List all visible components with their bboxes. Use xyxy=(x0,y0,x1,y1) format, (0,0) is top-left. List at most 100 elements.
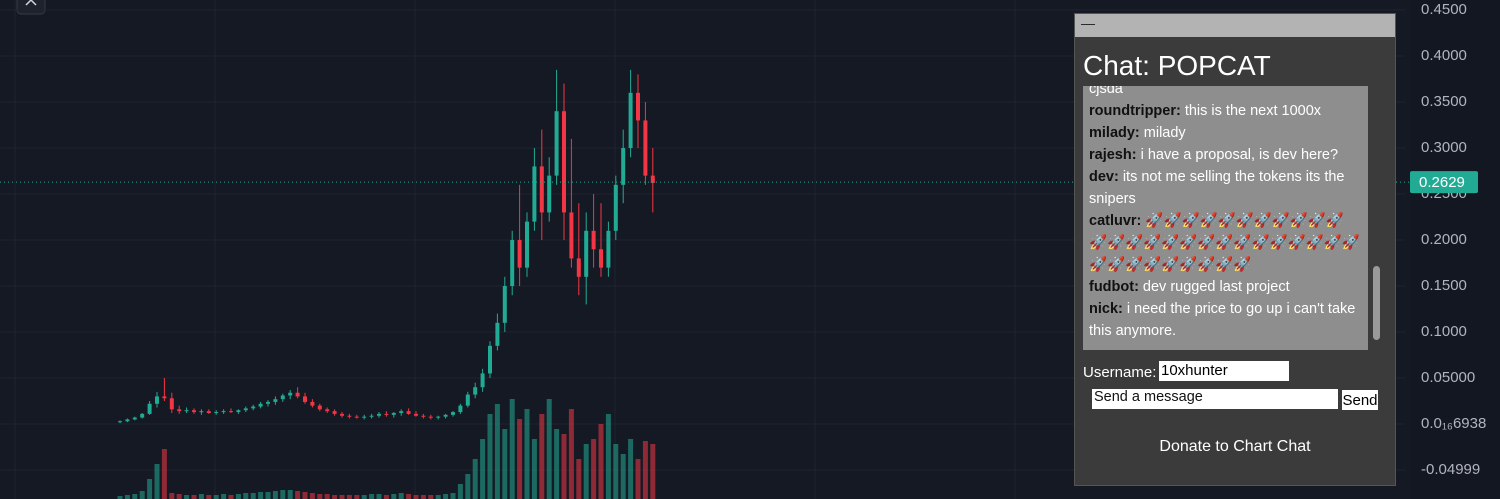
candle-body xyxy=(317,405,322,410)
candle-body xyxy=(377,413,381,416)
username-input[interactable]: 10xhunter xyxy=(1159,361,1289,381)
candle-body xyxy=(169,398,174,410)
volume-bar xyxy=(591,439,597,499)
candle-body xyxy=(591,230,596,250)
volume-bar xyxy=(465,474,471,499)
candle-body xyxy=(221,411,226,413)
volume-bar xyxy=(598,424,604,499)
candle-body xyxy=(517,240,522,268)
candle-body xyxy=(584,230,589,277)
volume-bar xyxy=(568,409,574,499)
chevron-icon xyxy=(25,0,37,6)
volume-bar xyxy=(613,444,619,499)
collapse-button[interactable] xyxy=(16,0,46,15)
candle-body xyxy=(347,415,352,417)
candle-body xyxy=(436,416,441,418)
candle-body xyxy=(362,416,367,418)
y-tick-label: 0.3000 xyxy=(1421,139,1467,156)
volume-bar xyxy=(147,479,153,499)
chat-message: roundtripper: this is the next 1000x xyxy=(1089,100,1361,122)
candle-body xyxy=(147,403,152,414)
candle-body xyxy=(266,401,270,404)
minimize-button[interactable]: — xyxy=(1081,15,1095,31)
volume-bar xyxy=(198,494,204,499)
candle-body xyxy=(214,412,219,414)
volume-bar xyxy=(406,494,412,499)
volume-bar xyxy=(243,493,249,499)
y-tick-label: -0.04999 xyxy=(1421,461,1480,478)
candle-body xyxy=(132,417,137,420)
candle-body xyxy=(295,392,300,397)
volume-bar xyxy=(546,399,552,499)
message-input[interactable]: Send a message xyxy=(1092,389,1338,409)
candle-body xyxy=(465,394,470,406)
volume-bar xyxy=(235,494,241,499)
candle-body xyxy=(636,92,640,121)
chat-message: milady: milady xyxy=(1089,122,1361,144)
message-text: i need the price to go up i can't take t… xyxy=(1089,301,1356,339)
volume-bar xyxy=(517,419,523,499)
message-text: its not me selling the tokens its the sn… xyxy=(1089,169,1345,207)
volume-bar xyxy=(191,495,197,499)
candle-body xyxy=(510,240,515,287)
candle-body xyxy=(391,412,396,415)
candle-body xyxy=(473,387,478,395)
volume-bar xyxy=(161,449,167,499)
candle-body xyxy=(562,111,566,213)
volume-bar xyxy=(176,494,182,499)
candle-body xyxy=(451,412,455,415)
volume-bar xyxy=(213,495,219,499)
volume-bar xyxy=(361,495,367,499)
chat-message: catluvr: 🚀🚀🚀🚀🚀🚀🚀🚀🚀🚀🚀🚀🚀🚀🚀🚀🚀🚀🚀🚀🚀🚀🚀🚀🚀🚀🚀🚀🚀🚀🚀🚀… xyxy=(1089,210,1361,276)
volume-bar xyxy=(635,459,641,499)
scroll-thumb[interactable] xyxy=(1373,266,1380,340)
volume-bar xyxy=(132,494,138,499)
message-text: i have a proposal, is dev here? xyxy=(1140,147,1339,163)
volume-bar xyxy=(228,495,234,499)
volume-bar xyxy=(332,495,338,499)
volume-bar xyxy=(494,404,500,499)
scrollbar[interactable] xyxy=(1370,86,1382,350)
candle-body xyxy=(303,396,307,402)
volume-bar xyxy=(450,493,456,499)
candle-body xyxy=(650,175,655,183)
message-text: dev rugged last project xyxy=(1142,279,1290,295)
candle-body xyxy=(554,111,559,176)
candle-body xyxy=(621,148,626,185)
send-button[interactable]: Send xyxy=(1342,390,1378,410)
candle-body xyxy=(118,421,122,423)
volume-bar xyxy=(561,434,567,499)
donate-button[interactable]: Donate to Chart Chat xyxy=(1159,438,1311,455)
volume-bar xyxy=(605,414,611,499)
volume-bar xyxy=(398,493,404,499)
volume-bar xyxy=(154,464,160,499)
message-text: milady xyxy=(1143,125,1186,141)
candle-body xyxy=(406,411,411,414)
volume-bar xyxy=(435,495,441,499)
candle-body xyxy=(236,410,241,413)
candle-body xyxy=(532,166,537,222)
volume-bar xyxy=(221,494,227,499)
volume-bar xyxy=(650,444,656,499)
candle-body xyxy=(140,413,145,418)
price-badge xyxy=(1410,171,1478,194)
volume-bar xyxy=(509,399,515,499)
volume-bar xyxy=(287,490,293,499)
message-user: roundtripper: xyxy=(1089,103,1181,119)
message-text: this is the next 1000x xyxy=(1184,103,1322,119)
volume-bar xyxy=(472,459,478,499)
volume-bar xyxy=(324,494,330,499)
y-tick-label: 0.0₁₆6938 xyxy=(1421,415,1486,432)
candle-body xyxy=(243,408,248,411)
candle-body xyxy=(258,403,263,407)
v-grid xyxy=(14,0,1016,499)
volume-bar xyxy=(184,495,190,499)
volume-bar xyxy=(480,439,486,499)
message-user: catluvr: xyxy=(1089,213,1142,229)
message-user: rajesh: xyxy=(1089,147,1137,163)
chat-message: fudbot: dev rugged last project xyxy=(1089,276,1361,298)
volume-bar xyxy=(413,495,419,499)
message-user: milady: xyxy=(1089,125,1140,141)
candle-body xyxy=(162,396,167,399)
